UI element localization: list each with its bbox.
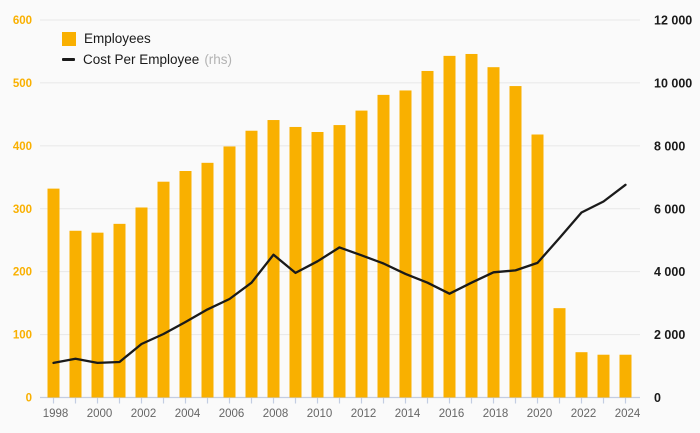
employees-bar [619,354,632,398]
left-axis-tick-label: 200 [13,267,32,279]
employees-bar [135,207,148,398]
x-axis-tick-label: 1998 [43,408,69,420]
x-axis-tick-label: 2004 [175,408,201,420]
legend: Employees Cost Per Employee (rhs) [62,30,232,68]
employees-bar [575,352,588,398]
employees-bar [267,120,280,398]
employees-bar [355,110,368,398]
legend-rhs-suffix: (rhs) [204,52,233,67]
employees-bar [421,70,434,398]
left-axis-tick-label: 0 [26,393,32,405]
x-axis-tick-label: 2002 [131,408,157,420]
employees-bar [597,354,610,398]
employees-bar [201,162,214,398]
x-axis-tick-label: 2016 [439,408,465,420]
cost-line-swatch-icon [62,58,75,61]
employees-bar [223,146,236,398]
x-axis-tick-label: 2000 [87,408,113,420]
employees-bar [157,181,170,398]
employees-bar [289,126,302,398]
cost-per-employee-line [52,183,627,365]
right-axis-tick-label: 2 000 [654,328,685,342]
left-axis-tick-label: 500 [13,78,32,90]
employees-bar [531,134,544,398]
employees-bar [377,94,390,398]
x-axis-tick-label: 2018 [483,408,509,420]
right-axis-tick-label: 4 000 [654,265,685,279]
left-axis-tick-label: 400 [13,141,32,153]
employees-bar [443,55,456,398]
employees-swatch-icon [62,31,76,46]
x-axis-tick-label: 2012 [351,408,377,420]
employees-bar [47,188,60,398]
legend-cost-label: Cost Per Employee [83,52,200,67]
x-axis-tick-label: 2008 [263,408,289,420]
right-axis-tick-label: 12 000 [654,14,692,28]
x-axis-tick-label: 2024 [615,408,641,420]
employees-bar [487,67,500,398]
legend-item-employees[interactable]: Employees [62,30,232,47]
left-axis-tick-label: 300 [13,204,32,216]
legend-item-cost-per-employee[interactable]: Cost Per Employee (rhs) [62,51,232,68]
employees-bar [91,232,104,398]
employees-bar [113,223,126,398]
employees-bar [553,308,566,398]
x-axis-tick-label: 2022 [571,408,597,420]
left-axis-tick-label: 100 [13,330,32,342]
x-axis-tick-label: 2006 [219,408,245,420]
employees-bar [465,53,478,398]
legend-employees-label: Employees [84,31,151,46]
right-axis-tick-label: 8 000 [654,139,685,153]
employees-bar [509,86,522,398]
x-axis-tick-label: 2010 [307,408,333,420]
right-axis-tick-label: 0 [654,391,661,405]
right-axis-tick-label: 6 000 [654,202,685,216]
employees-bar [399,90,412,398]
right-axis-tick-label: 10 000 [654,76,692,90]
x-axis-tick-label: 2020 [527,408,553,420]
left-axis-tick-label: 600 [13,15,32,27]
employees-bar [245,130,258,398]
employees-bar [69,230,82,398]
x-axis-tick-label: 2014 [395,408,421,420]
employees-bar [179,171,192,398]
employees-bar [333,125,346,398]
employees-bar [311,131,324,398]
